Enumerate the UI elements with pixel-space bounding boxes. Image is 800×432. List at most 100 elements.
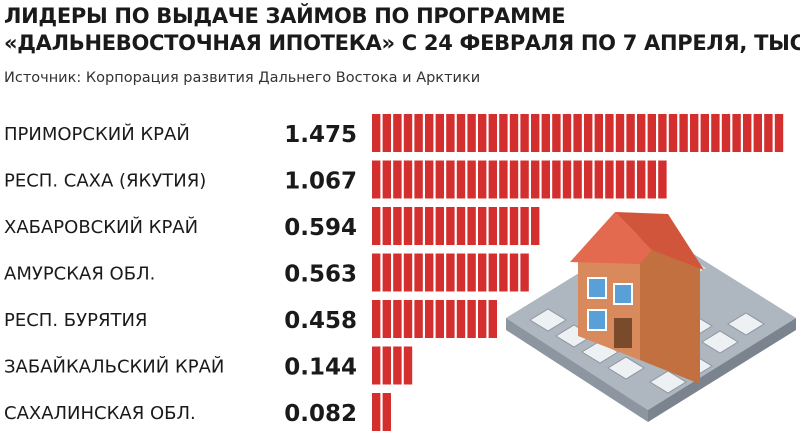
bar-segment	[372, 114, 381, 152]
bar-segment	[488, 114, 497, 152]
bar-segment	[509, 207, 519, 245]
bar-segment	[456, 160, 466, 199]
bar-segment	[446, 300, 455, 338]
category-labels: ПРИМОРСКИЙ КРАЙ РЕСП. САХА (ЯКУТИЯ) ХАБАРО…	[4, 123, 224, 424]
bar-segment	[403, 253, 413, 292]
bar-segment	[573, 160, 582, 199]
bar-segment	[499, 114, 508, 152]
bar-segment	[393, 207, 402, 245]
bar-segment	[435, 253, 444, 292]
bar-segment	[637, 160, 646, 199]
data-label: 1.067	[284, 169, 357, 195]
title-line-2: «ДАЛЬНЕВОСТОЧНАЯ ИПОТЕКА» С 24 ФЕВРАЛЯ П…	[4, 31, 800, 55]
bar-segment	[382, 114, 391, 152]
bar-segment	[467, 207, 476, 245]
bar-segment	[425, 253, 434, 292]
bar-segment	[764, 114, 773, 152]
bar-segment	[488, 207, 497, 245]
data-label: 0.594	[284, 215, 357, 241]
bar-segment	[531, 207, 540, 245]
bar-segment	[414, 160, 423, 199]
data-label: 1.475	[284, 122, 357, 148]
bar-segment	[626, 160, 635, 199]
bar-segment	[435, 114, 444, 152]
category-label: ЗАБАЙКАЛЬСКИЙ КРАЙ	[4, 356, 224, 378]
bar-segment	[393, 253, 402, 292]
bar-segment	[425, 300, 434, 338]
bar-segment	[382, 393, 391, 431]
source-note: Источник: Корпорация развития Дальнего В…	[4, 70, 481, 86]
bar-segment	[552, 160, 561, 199]
bar	[372, 253, 529, 292]
category-label: САХАЛИНСКАЯ ОБЛ.	[4, 403, 196, 424]
bar-segment	[615, 114, 625, 152]
bar-segment	[774, 114, 784, 152]
bar-segment	[732, 114, 741, 152]
bar-segment	[584, 160, 593, 199]
bar-segment	[467, 253, 476, 292]
data-label: 0.458	[284, 308, 357, 334]
bars	[372, 114, 784, 431]
bar-segment	[435, 160, 444, 199]
bar-segment	[541, 114, 550, 152]
bar-segment	[435, 300, 444, 338]
bar-segment	[615, 160, 625, 199]
bar-segment	[594, 160, 603, 199]
bar-segment	[531, 114, 540, 152]
bar-segment	[403, 300, 413, 338]
bar-segment	[372, 393, 381, 431]
bar-segment	[509, 160, 519, 199]
bar-segment	[478, 207, 487, 245]
bar-segment	[382, 253, 391, 292]
bar-segment	[372, 160, 381, 199]
bar-segment	[478, 300, 487, 338]
bar-segment	[721, 114, 731, 152]
bar-segment	[372, 207, 381, 245]
category-label: АМУРСКАЯ ОБЛ.	[4, 264, 155, 285]
bar-segment	[393, 160, 402, 199]
bar	[372, 207, 540, 245]
bar-segment	[382, 160, 391, 199]
bar	[372, 160, 667, 199]
bar-segment	[446, 114, 455, 152]
bar-segment	[637, 114, 646, 152]
bar-segment	[456, 300, 466, 338]
bar-segment	[573, 114, 582, 152]
bar-segment	[403, 346, 413, 385]
bar-segment	[382, 300, 391, 338]
house-on-calculator-icon	[506, 212, 796, 422]
bar-segment	[403, 114, 413, 152]
bar-segment	[393, 114, 402, 152]
bar-segment	[626, 114, 635, 152]
bar-segment	[647, 160, 656, 199]
bar-segment	[414, 207, 423, 245]
bar-segment	[509, 253, 519, 292]
bar-segment	[446, 207, 455, 245]
bar-segment	[499, 160, 508, 199]
bar-segment	[403, 160, 413, 199]
bar-segment	[520, 207, 529, 245]
bar-segment	[668, 114, 678, 152]
title-line-1: ЛИДЕРЫ ПО ВЫДАЧЕ ЗАЙМОВ ПО ПРОГРАММЕ	[4, 4, 566, 28]
bar-segment	[478, 114, 487, 152]
bar-segment	[605, 114, 614, 152]
bar-segment	[499, 207, 508, 245]
house-icon	[570, 212, 704, 384]
data-label: 0.563	[284, 262, 357, 288]
data-label: 0.082	[284, 401, 357, 427]
bar-segment	[520, 114, 529, 152]
bar	[372, 114, 784, 152]
bar-segment	[446, 253, 455, 292]
bar-segment	[382, 346, 391, 385]
bar-segment	[700, 114, 709, 152]
bar-segment	[403, 207, 413, 245]
bar-segment	[499, 253, 508, 292]
chart-title: ЛИДЕРЫ ПО ВЫДАЧЕ ЗАЙМОВ ПО ПРОГРАММЕ «ДА…	[4, 3, 800, 57]
bar-segment	[743, 114, 752, 152]
bar	[372, 300, 497, 338]
bar-segment	[425, 207, 434, 245]
bar-segment	[658, 114, 667, 152]
bar-segment	[467, 300, 476, 338]
bar-segment	[478, 253, 487, 292]
bar-segment	[488, 160, 497, 199]
